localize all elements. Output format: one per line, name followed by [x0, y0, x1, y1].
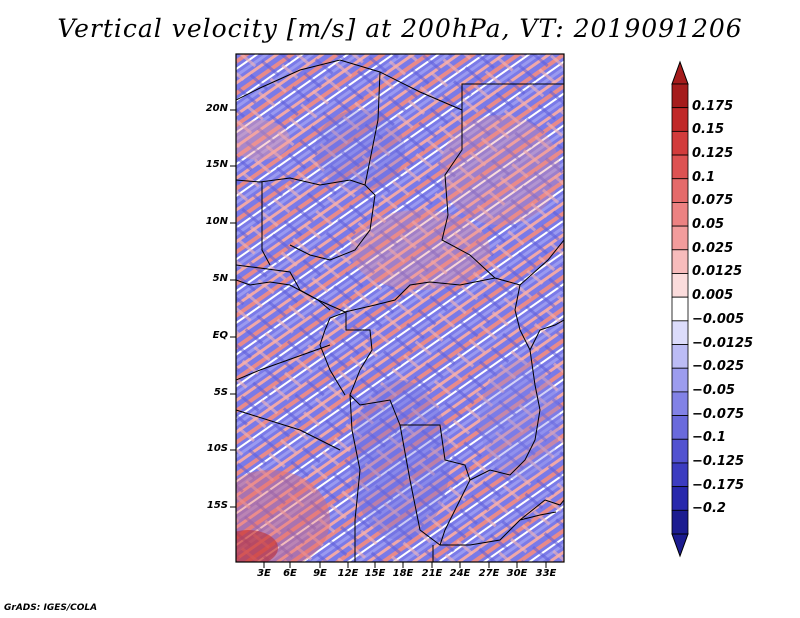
- colorbar-label: −0.005: [692, 311, 745, 327]
- colorbar-label: −0.125: [692, 453, 745, 469]
- colorbar-label: −0.2: [692, 501, 726, 517]
- colorbar-segment: [671, 391, 689, 416]
- colorbar-label: 0.15: [692, 122, 725, 138]
- colorbar-bottom-arrow: [671, 533, 689, 558]
- colorbar-segment: [671, 83, 689, 109]
- colorbar-label: −0.0125: [692, 335, 754, 351]
- lon-label: 24E: [449, 568, 471, 579]
- lat-label: 5S: [213, 387, 228, 398]
- colorbar-label: −0.175: [692, 477, 745, 493]
- colorbar-segment: [671, 107, 689, 132]
- colorbar-segment: [671, 249, 689, 274]
- colorbar-label: −0.1: [692, 430, 726, 446]
- grads-credit: GrADS: IGES/COLA: [4, 603, 98, 613]
- lat-label: 10S: [206, 443, 228, 454]
- colorbar-segment: [671, 509, 689, 535]
- colorbar-segment: [671, 367, 689, 393]
- colorbar-segment: [671, 178, 689, 203]
- colorbar-label: −0.025: [692, 359, 745, 375]
- lon-label: 30E: [506, 568, 528, 579]
- vertical-velocity-field: [236, 54, 564, 562]
- colorbar-label: 0.025: [692, 240, 734, 256]
- lon-label: 21E: [421, 568, 443, 579]
- lon-label: 3E: [257, 568, 271, 579]
- colorbar-label: 0.075: [692, 193, 734, 209]
- colorbar-label: 0.125: [692, 146, 734, 162]
- colorbar-segment: [671, 202, 689, 227]
- map-frame: [235, 53, 565, 563]
- lat-label: 15S: [206, 500, 228, 511]
- colorbar-segment: [671, 438, 689, 464]
- map-title: Vertical velocity [m/s] at 200hPa, VT: 2…: [57, 14, 743, 43]
- lon-label: 33E: [535, 568, 557, 579]
- lon-label: 27E: [478, 568, 500, 579]
- colorbar-segment: [671, 296, 689, 322]
- lon-label: 6E: [283, 568, 297, 579]
- colorbar-top-arrow: [671, 60, 689, 85]
- colorbar-label: 0.005: [692, 288, 734, 304]
- lon-label: 9E: [313, 568, 327, 579]
- lon-label: 15E: [364, 568, 386, 579]
- colorbar-segment: [671, 320, 689, 345]
- colorbar-segment: [671, 273, 689, 298]
- colorbar-segment: [671, 344, 689, 369]
- colorbar-label: 0.05: [692, 217, 725, 233]
- colorbar-label: 0.0125: [692, 264, 743, 280]
- colorbar-segment: [671, 415, 689, 440]
- lat-label: 20N: [205, 103, 228, 114]
- lon-label: 18E: [392, 568, 414, 579]
- lat-label: 5N: [212, 273, 228, 284]
- colorbar-segment: [671, 154, 689, 180]
- colorbar: [671, 60, 689, 558]
- lon-label: 12E: [337, 568, 359, 579]
- colorbar-segment: [671, 130, 689, 156]
- colorbar-label: 0.175: [692, 98, 734, 114]
- colorbar-label: −0.075: [692, 406, 745, 422]
- colorbar-label: 0.1: [692, 169, 716, 185]
- lat-label: 10N: [205, 216, 228, 227]
- colorbar-label: −0.05: [692, 382, 735, 398]
- lat-label: 15N: [205, 159, 228, 170]
- country-borders: [236, 59, 564, 562]
- lat-label: EQ: [212, 330, 228, 341]
- axis-ticks: [230, 109, 547, 568]
- colorbar-segment: [671, 462, 689, 488]
- colorbar-segment: [671, 225, 689, 251]
- colorbar-segment: [671, 486, 689, 511]
